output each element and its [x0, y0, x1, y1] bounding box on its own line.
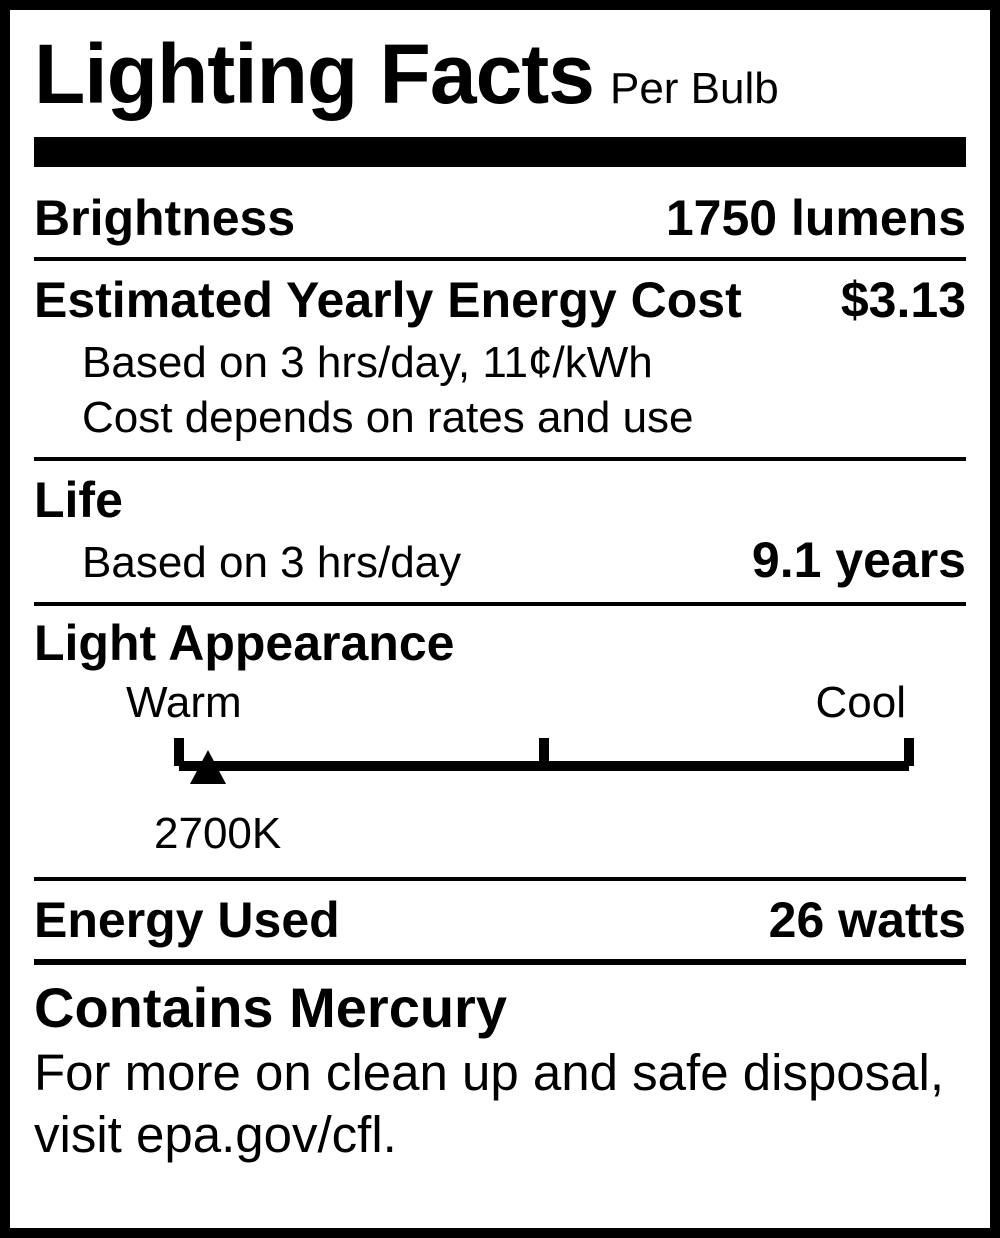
warm-label: Warm: [126, 678, 242, 728]
header: Lighting Facts Per Bulb: [34, 26, 966, 137]
energy-used-value: 26 watts: [769, 891, 966, 949]
color-temp-scale-icon: [174, 734, 914, 798]
brightness-label: Brightness: [34, 189, 295, 247]
energy-used-row: Energy Used 26 watts: [34, 881, 966, 959]
header-subtitle: Per Bulb: [610, 64, 779, 114]
energy-cost-note1: Based on 3 hrs/day, 11¢/kWh: [34, 335, 966, 390]
appearance-scale-labels: Warm Cool: [34, 674, 966, 734]
brightness-row: Brightness 1750 lumens: [34, 179, 966, 257]
energy-used-label: Energy Used: [34, 891, 340, 949]
brightness-value: 1750 lumens: [666, 189, 966, 247]
appearance-scale: [34, 734, 966, 803]
life-section: Life Based on 3 hrs/day 9.1 years: [34, 461, 966, 602]
thick-divider: [34, 137, 966, 167]
mercury-title: Contains Mercury: [34, 965, 966, 1040]
lighting-facts-label: Lighting Facts Per Bulb Brightness 1750 …: [0, 0, 1000, 1238]
appearance-label: Light Appearance: [34, 614, 966, 674]
energy-cost-note2: Cost depends on rates and use: [34, 390, 966, 445]
cool-label: Cool: [816, 678, 907, 728]
header-title: Lighting Facts: [34, 26, 594, 123]
light-appearance-section: Light Appearance Warm Cool 2700K: [34, 606, 966, 877]
mercury-section: Contains Mercury For more on clean up an…: [34, 965, 966, 1166]
life-value: 9.1 years: [752, 531, 966, 589]
energy-cost-section: Estimated Yearly Energy Cost $3.13 Based…: [34, 261, 966, 457]
energy-cost-value: $3.13: [841, 271, 966, 329]
mercury-text: For more on clean up and safe disposal, …: [34, 1040, 966, 1166]
life-note: Based on 3 hrs/day: [34, 535, 461, 590]
life-label: Life: [34, 469, 966, 531]
energy-cost-label: Estimated Yearly Energy Cost: [34, 271, 742, 329]
kelvin-value: 2700K: [34, 803, 966, 859]
